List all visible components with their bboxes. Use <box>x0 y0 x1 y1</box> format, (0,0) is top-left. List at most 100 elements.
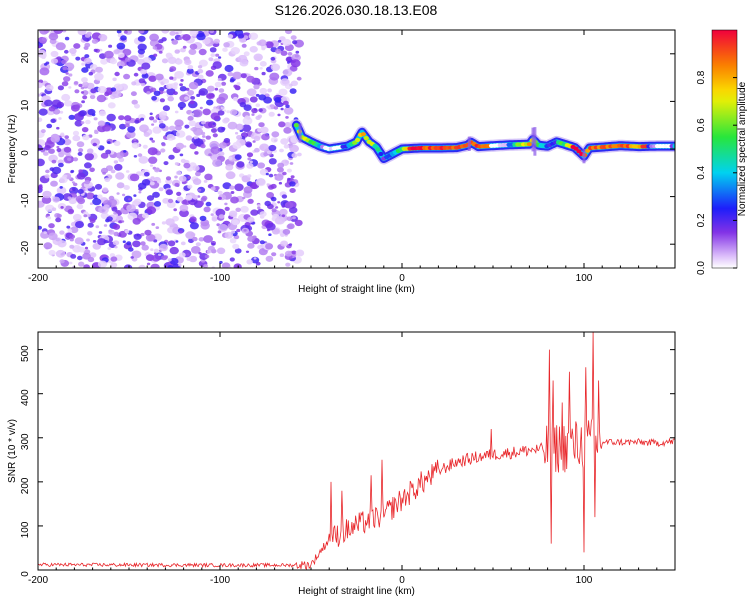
noise-cell <box>149 181 155 186</box>
noise-cell <box>61 93 71 102</box>
noise-cell <box>169 246 179 255</box>
noise-cell <box>268 173 274 178</box>
noise-cell <box>193 127 204 136</box>
noise-cell <box>249 160 253 164</box>
noise-cell <box>243 35 249 40</box>
noise-cell <box>283 100 289 106</box>
noise-cell <box>248 32 259 40</box>
noise-cell <box>210 112 220 120</box>
noise-cell <box>249 96 258 103</box>
noise-cell <box>241 43 247 48</box>
noise-cell <box>114 163 123 171</box>
noise-cell <box>265 243 274 250</box>
noise-cell <box>261 133 270 141</box>
noise-cell <box>138 191 142 194</box>
noise-cell <box>210 53 216 57</box>
noise-cell <box>189 43 198 50</box>
noise-cell <box>253 108 257 111</box>
noise-cell <box>44 99 53 107</box>
noise-cell <box>168 125 176 131</box>
noise-cell <box>45 169 50 174</box>
noise-cell <box>205 201 212 207</box>
noise-cell <box>100 167 109 174</box>
noise-cell <box>76 203 84 210</box>
noise-cell <box>92 198 102 206</box>
noise-cell <box>199 106 203 110</box>
noise-cell <box>104 92 110 97</box>
noise-cell <box>232 141 242 149</box>
noise-cell <box>45 61 50 65</box>
noise-cell <box>94 183 103 190</box>
noise-cell <box>48 148 55 154</box>
noise-cell <box>91 38 99 44</box>
noise-cell <box>120 35 127 41</box>
ridge-cell <box>363 136 369 141</box>
noise-cell <box>237 54 248 63</box>
noise-cell <box>287 223 295 230</box>
noise-cell <box>63 146 72 153</box>
noise-cell <box>192 109 203 118</box>
noise-cell <box>83 264 90 268</box>
noise-cell <box>147 147 158 156</box>
noise-cell <box>81 127 89 133</box>
noise-cell <box>178 263 182 267</box>
noise-cell <box>74 120 83 127</box>
noise-cell <box>38 158 45 167</box>
noise-cell <box>163 161 169 166</box>
noise-cell <box>280 240 288 247</box>
noise-cell <box>133 194 137 197</box>
noise-cell <box>72 213 82 221</box>
noise-cell <box>203 264 209 268</box>
noise-cell <box>97 120 106 127</box>
noise-cell <box>45 84 54 92</box>
noise-cell <box>256 204 261 208</box>
noise-cell <box>48 32 59 41</box>
noise-cell <box>133 138 137 141</box>
top-y-tick-label: 20 <box>20 52 31 64</box>
noise-cell <box>255 178 266 187</box>
noise-cell <box>38 45 41 49</box>
noise-cell <box>165 189 173 196</box>
noise-cell <box>59 259 65 264</box>
noise-cell <box>106 113 116 122</box>
noise-cell <box>114 245 118 249</box>
noise-cell <box>150 263 160 268</box>
noise-cell <box>71 181 75 184</box>
noise-cell <box>77 255 83 261</box>
noise-cell <box>150 87 157 93</box>
noise-cell <box>271 228 280 235</box>
noise-cell <box>167 265 173 268</box>
noise-cell <box>274 173 284 181</box>
noise-cell <box>38 37 47 44</box>
noise-cell <box>193 135 199 140</box>
noise-cell <box>290 35 297 40</box>
noise-cell <box>289 144 299 153</box>
noise-cell <box>209 30 215 34</box>
bottom-y-tick-label: 300 <box>20 433 31 450</box>
noise-cell <box>158 50 163 54</box>
noise-cell <box>75 56 81 61</box>
noise-cell <box>186 253 190 256</box>
noise-cell <box>295 50 300 54</box>
noise-cell <box>221 81 227 86</box>
noise-cell <box>221 262 231 268</box>
noise-cell <box>74 89 80 94</box>
noise-cell <box>56 213 62 218</box>
noise-cell <box>142 57 152 65</box>
noise-cell <box>283 126 292 134</box>
noise-cell <box>247 242 255 249</box>
noise-cell <box>152 46 158 50</box>
noise-cell <box>84 54 90 59</box>
noise-cell <box>94 129 98 132</box>
noise-cell <box>247 216 255 223</box>
noise-cell <box>176 196 184 202</box>
bottom-y-tick-label: 500 <box>20 345 31 362</box>
noise-cell <box>220 106 225 110</box>
noise-cell <box>56 126 60 130</box>
noise-cell <box>134 119 140 124</box>
noise-cell <box>86 238 90 242</box>
noise-cell <box>103 224 108 227</box>
noise-cell <box>138 156 149 164</box>
noise-cell <box>140 241 146 246</box>
noise-cell <box>104 50 114 59</box>
